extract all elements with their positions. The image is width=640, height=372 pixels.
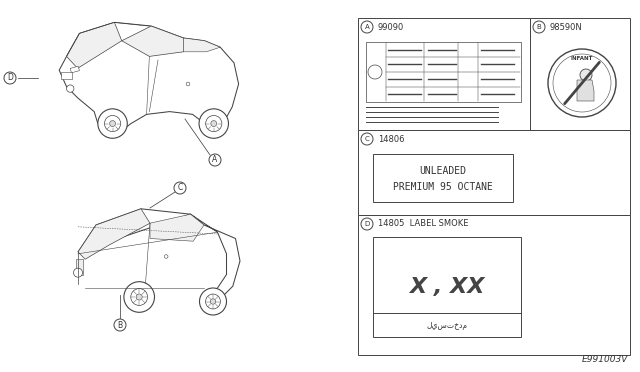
Text: A: A bbox=[365, 24, 369, 30]
Circle shape bbox=[361, 218, 373, 230]
Text: 14805  LABEL SMOKE: 14805 LABEL SMOKE bbox=[378, 219, 468, 228]
Circle shape bbox=[205, 115, 222, 132]
Text: D: D bbox=[7, 74, 13, 83]
Circle shape bbox=[131, 289, 148, 305]
Text: X , XX: X , XX bbox=[410, 277, 484, 297]
Polygon shape bbox=[67, 22, 122, 68]
Polygon shape bbox=[122, 26, 184, 57]
Bar bbox=[76, 259, 83, 275]
Circle shape bbox=[211, 121, 217, 126]
Circle shape bbox=[209, 154, 221, 166]
Circle shape bbox=[361, 133, 373, 145]
Bar bbox=[373, 154, 513, 202]
Text: 98590N: 98590N bbox=[550, 22, 583, 32]
Circle shape bbox=[114, 319, 126, 331]
Circle shape bbox=[186, 82, 190, 86]
Text: E991003V: E991003V bbox=[582, 355, 628, 364]
Bar bbox=[358, 130, 630, 215]
Circle shape bbox=[368, 65, 382, 79]
Circle shape bbox=[74, 268, 83, 277]
Bar bbox=[530, 18, 630, 130]
Circle shape bbox=[548, 49, 616, 117]
Polygon shape bbox=[150, 214, 204, 241]
Polygon shape bbox=[60, 22, 239, 133]
Text: PREMIUM 95 OCTANE: PREMIUM 95 OCTANE bbox=[393, 182, 493, 192]
Bar bbox=[366, 42, 521, 102]
Bar bbox=[358, 18, 530, 130]
Circle shape bbox=[104, 115, 121, 132]
Circle shape bbox=[124, 282, 154, 312]
Circle shape bbox=[533, 21, 545, 33]
Polygon shape bbox=[184, 38, 220, 52]
Circle shape bbox=[174, 182, 186, 194]
Polygon shape bbox=[78, 209, 150, 259]
Text: INFANT: INFANT bbox=[571, 57, 593, 61]
Bar bbox=[61, 72, 72, 79]
Bar bbox=[358, 215, 630, 355]
Text: ليستخدم: ليستخدم bbox=[426, 321, 467, 330]
Text: 99090: 99090 bbox=[378, 22, 404, 32]
Polygon shape bbox=[78, 209, 240, 308]
Bar bbox=[70, 66, 79, 73]
Circle shape bbox=[205, 294, 220, 309]
Text: 14806: 14806 bbox=[378, 135, 404, 144]
Circle shape bbox=[98, 109, 127, 138]
Circle shape bbox=[109, 121, 115, 126]
Text: UNLEADED: UNLEADED bbox=[419, 166, 467, 176]
Circle shape bbox=[580, 69, 592, 81]
Circle shape bbox=[199, 109, 228, 138]
Circle shape bbox=[553, 54, 611, 112]
Text: C: C bbox=[177, 183, 182, 192]
Text: B: B bbox=[117, 321, 123, 330]
Bar bbox=[373, 237, 521, 337]
Circle shape bbox=[4, 72, 16, 84]
Text: D: D bbox=[364, 221, 370, 227]
Circle shape bbox=[211, 299, 216, 304]
Text: C: C bbox=[365, 136, 369, 142]
Circle shape bbox=[164, 255, 168, 258]
Circle shape bbox=[67, 85, 74, 92]
Text: B: B bbox=[536, 24, 541, 30]
Circle shape bbox=[136, 294, 142, 300]
Circle shape bbox=[361, 21, 373, 33]
Circle shape bbox=[200, 288, 227, 315]
Text: A: A bbox=[212, 155, 218, 164]
Polygon shape bbox=[577, 80, 594, 101]
